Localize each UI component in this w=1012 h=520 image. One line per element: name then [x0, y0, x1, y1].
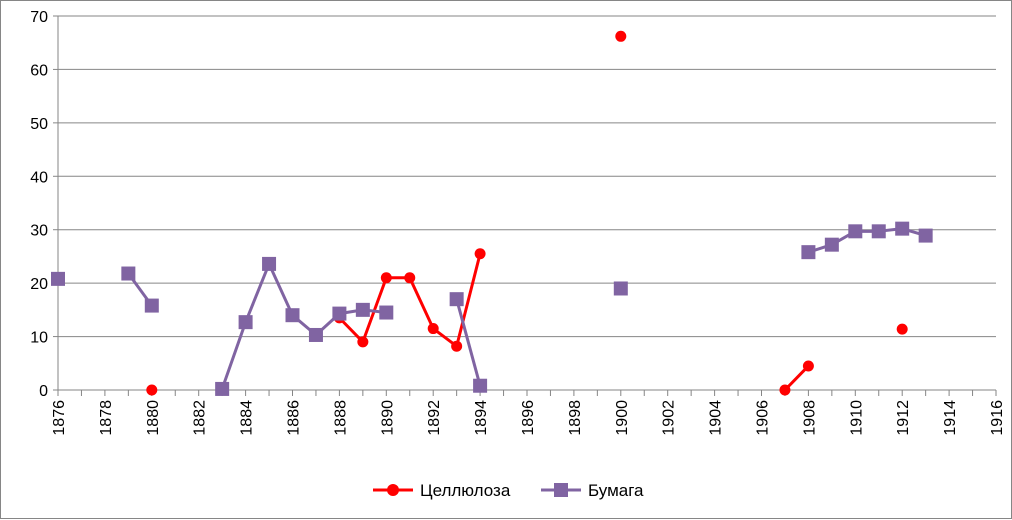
data-point-1889	[355, 302, 370, 317]
data-point-1887	[308, 327, 323, 342]
data-point-1913	[918, 228, 933, 243]
y-tick-label: 50	[30, 116, 48, 133]
x-tick-label: 1884	[239, 400, 256, 436]
x-tick-label: 1898	[567, 400, 584, 436]
x-tick-label: 1878	[98, 400, 115, 436]
axes	[53, 15, 997, 396]
legend-label-paper: Бумага	[588, 481, 644, 500]
data-point-1880	[146, 384, 158, 396]
x-tick-label: 1910	[848, 400, 865, 436]
y-tick-label: 60	[30, 62, 48, 79]
x-tick-label: 1902	[661, 400, 678, 436]
x-tick-label: 1890	[379, 400, 396, 436]
data-point-1886	[285, 308, 300, 323]
data-point-1892	[427, 323, 439, 335]
x-tick-label: 1916	[989, 400, 1006, 436]
x-tick-label: 1900	[614, 400, 631, 436]
data-point-1894	[473, 378, 488, 393]
data-point-1883	[215, 381, 230, 396]
data-point-1884	[238, 315, 253, 330]
x-tick-label: 1882	[192, 400, 209, 436]
data-point-1911	[871, 224, 886, 239]
data-point-1890	[379, 305, 394, 320]
y-tick-label: 20	[30, 276, 48, 293]
data-point-1910	[848, 224, 863, 239]
data-point-1908	[801, 245, 816, 260]
data-point-1894	[474, 248, 486, 260]
y-axis-tick-labels: 0 10 20 30 40 50 60 70	[30, 9, 48, 400]
x-tick-label: 1886	[286, 400, 303, 436]
y-tick-label: 10	[30, 330, 48, 347]
data-point-1880	[144, 298, 159, 313]
y-tick-label: 0	[39, 383, 48, 400]
legend-label-cellulose: Целлюлоза	[420, 481, 511, 500]
data-point-1908	[802, 360, 814, 372]
series-layer	[51, 30, 933, 396]
data-point-1900	[613, 281, 628, 296]
series-paper	[51, 221, 933, 396]
series-line-segment	[455, 298, 482, 387]
x-axis-tick-labels: 1876 1878 1880 1882 1884 1886 1888 1890 1892 1894…	[51, 400, 1006, 436]
data-point-1879	[121, 266, 136, 281]
data-point-1909	[824, 237, 839, 252]
legend-marker-paper	[554, 483, 568, 497]
legend-marker-cellulose	[387, 484, 399, 496]
series-line-segment	[783, 364, 810, 392]
x-tick-label: 1876	[51, 400, 68, 436]
gridlines	[58, 15, 996, 338]
x-tick-label: 1892	[426, 400, 443, 436]
x-tick-label: 1906	[755, 400, 772, 436]
y-tick-label: 40	[30, 169, 48, 186]
data-point-1876	[51, 271, 65, 286]
data-point-1912	[896, 323, 908, 335]
x-tick-label: 1896	[520, 400, 537, 436]
data-point-1890	[380, 272, 392, 284]
data-point-1888	[332, 306, 347, 321]
x-tick-label: 1894	[473, 400, 490, 436]
x-tick-label: 1904	[708, 400, 725, 436]
y-tick-label: 70	[30, 9, 48, 26]
data-point-1889	[357, 336, 369, 348]
x-tick-label: 1888	[332, 400, 349, 436]
y-tick-label: 30	[30, 223, 48, 240]
legend: Целлюлоза Бумага	[373, 481, 644, 500]
data-point-1885	[262, 256, 277, 271]
series-cellulose	[146, 30, 908, 396]
x-tick-label: 1880	[145, 400, 162, 436]
x-tick-label: 1912	[895, 400, 912, 436]
x-tick-label: 1914	[942, 400, 959, 436]
data-point-1891	[404, 272, 416, 284]
data-point-1912	[895, 221, 910, 236]
data-point-1893	[449, 292, 464, 307]
data-point-1893	[451, 340, 463, 352]
data-point-1900	[615, 30, 627, 42]
x-tick-label: 1908	[801, 400, 818, 436]
data-point-1907	[779, 384, 791, 396]
